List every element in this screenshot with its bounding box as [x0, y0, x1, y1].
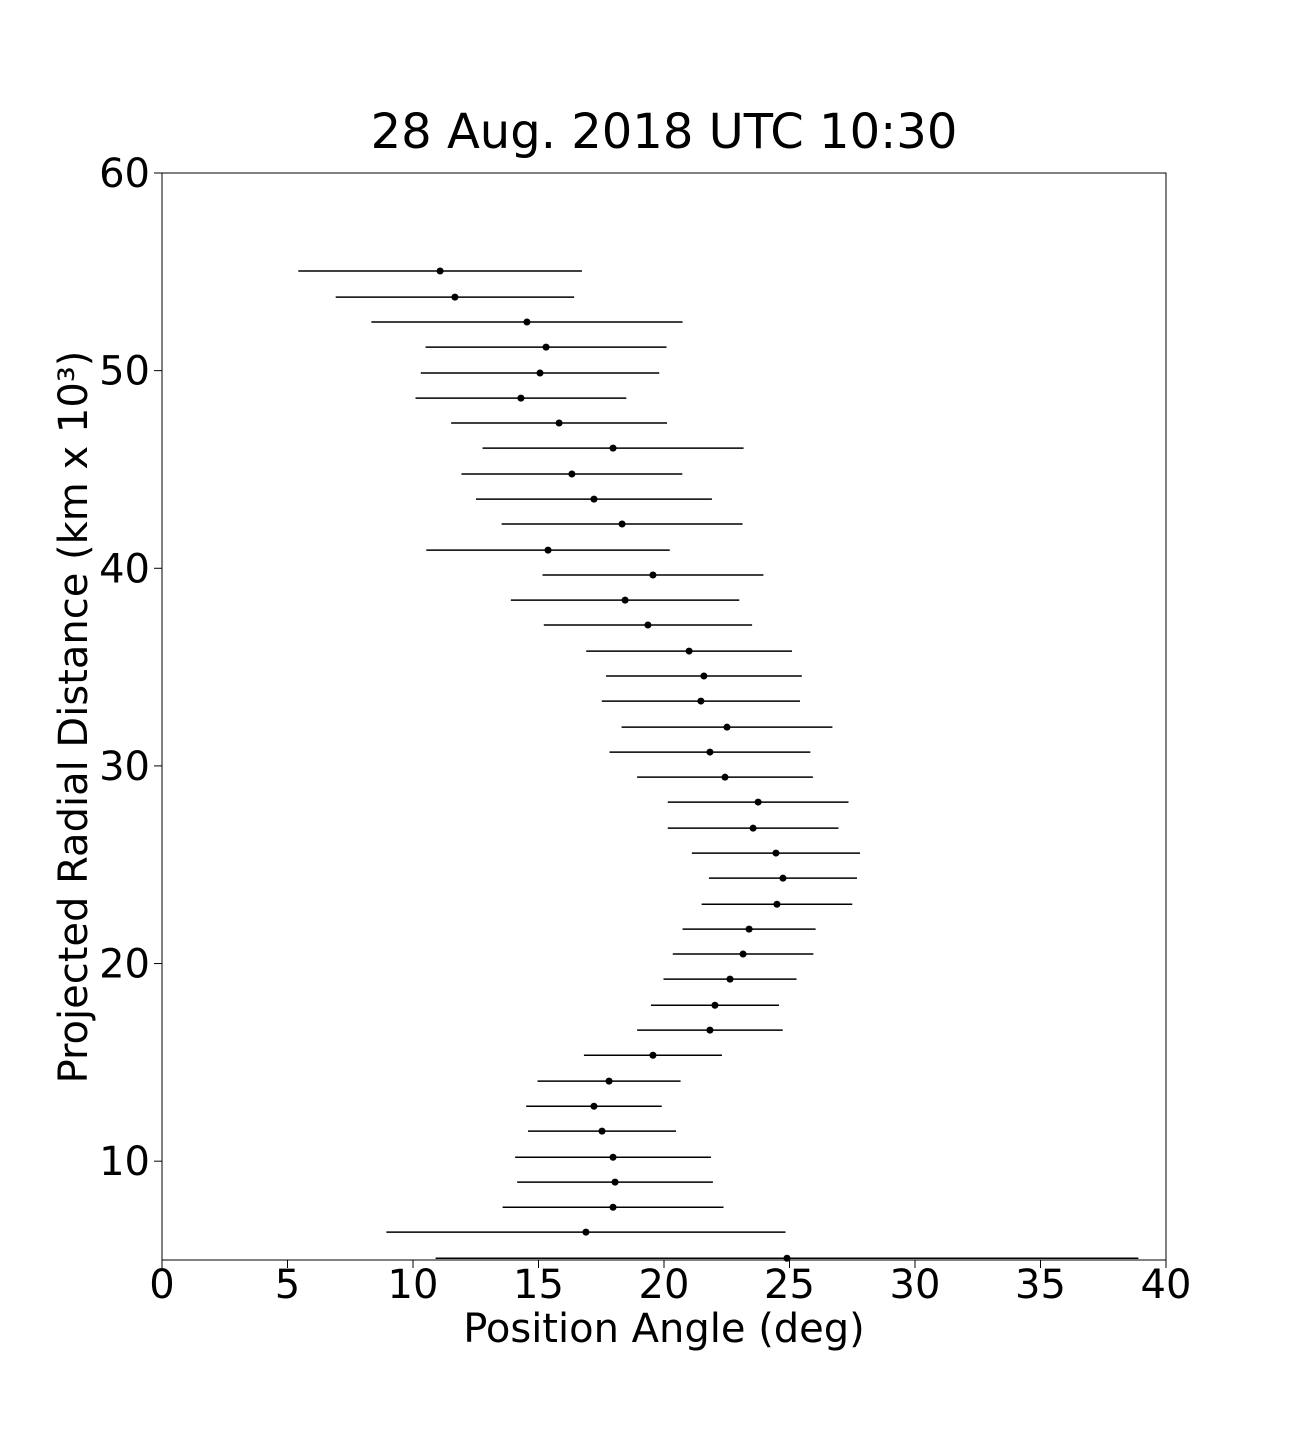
- point: [726, 975, 734, 983]
- y-tick-label: 40: [99, 546, 150, 592]
- point: [609, 1153, 617, 1161]
- point: [779, 874, 787, 882]
- point: [772, 849, 780, 857]
- point: [783, 1254, 791, 1262]
- y-tick-label: 30: [99, 744, 150, 790]
- point: [609, 1203, 617, 1211]
- y-tick-label: 50: [99, 349, 150, 395]
- point: [618, 520, 626, 528]
- x-tick-label: 0: [149, 1262, 174, 1308]
- plot-frame: [161, 172, 1167, 1261]
- point: [739, 950, 747, 958]
- x-tick-label: 40: [1141, 1262, 1192, 1308]
- point: [700, 672, 708, 680]
- point: [706, 748, 714, 756]
- point: [609, 444, 617, 452]
- point: [723, 723, 731, 731]
- x-tick-label: 25: [764, 1262, 815, 1308]
- point: [590, 1102, 598, 1110]
- point: [523, 318, 531, 326]
- point: [517, 394, 525, 402]
- point: [711, 1001, 719, 1009]
- y-tick-label: 10: [99, 1139, 150, 1185]
- x-tick-label: 5: [275, 1262, 300, 1308]
- x-tick-label: 35: [1015, 1262, 1066, 1308]
- chart-title: 28 Aug. 2018 UTC 10:30: [371, 104, 958, 160]
- x-tick-label: 15: [513, 1262, 564, 1308]
- point: [621, 596, 629, 604]
- point: [568, 470, 576, 478]
- point: [536, 369, 544, 377]
- point: [436, 267, 444, 275]
- point: [611, 1178, 619, 1186]
- point: [745, 925, 753, 933]
- x-tick-label: 20: [639, 1262, 690, 1308]
- point: [590, 495, 598, 503]
- x-axis-label: Position Angle (deg): [463, 1306, 865, 1352]
- point: [598, 1127, 606, 1135]
- point: [542, 343, 550, 351]
- x-tick-label: 10: [388, 1262, 439, 1308]
- point: [451, 293, 459, 301]
- point: [644, 621, 652, 629]
- point: [754, 798, 762, 806]
- point: [649, 1051, 657, 1059]
- point: [706, 1026, 714, 1034]
- point: [685, 647, 693, 655]
- point: [773, 900, 781, 908]
- point: [555, 419, 563, 427]
- point: [649, 571, 657, 579]
- point: [749, 824, 757, 832]
- point: [697, 697, 705, 705]
- point: [605, 1077, 613, 1085]
- x-tick-label: 30: [890, 1262, 941, 1308]
- y-axis-label: Projected Radial Distance (km x 10³): [51, 351, 97, 1084]
- point: [544, 546, 552, 554]
- point: [721, 773, 729, 781]
- y-tick-label: 60: [99, 151, 150, 197]
- y-tick-label: 20: [99, 942, 150, 988]
- point: [582, 1228, 590, 1236]
